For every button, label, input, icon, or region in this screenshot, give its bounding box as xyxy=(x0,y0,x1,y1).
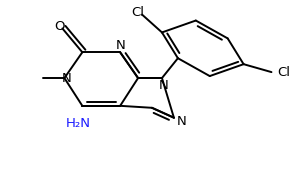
Text: N: N xyxy=(177,115,187,128)
Text: N: N xyxy=(159,79,169,92)
Text: Cl: Cl xyxy=(278,66,290,79)
Text: N: N xyxy=(115,39,125,52)
Text: N: N xyxy=(62,71,71,84)
Text: Cl: Cl xyxy=(132,6,144,19)
Text: H₂N: H₂N xyxy=(66,117,91,130)
Text: O: O xyxy=(54,20,65,33)
